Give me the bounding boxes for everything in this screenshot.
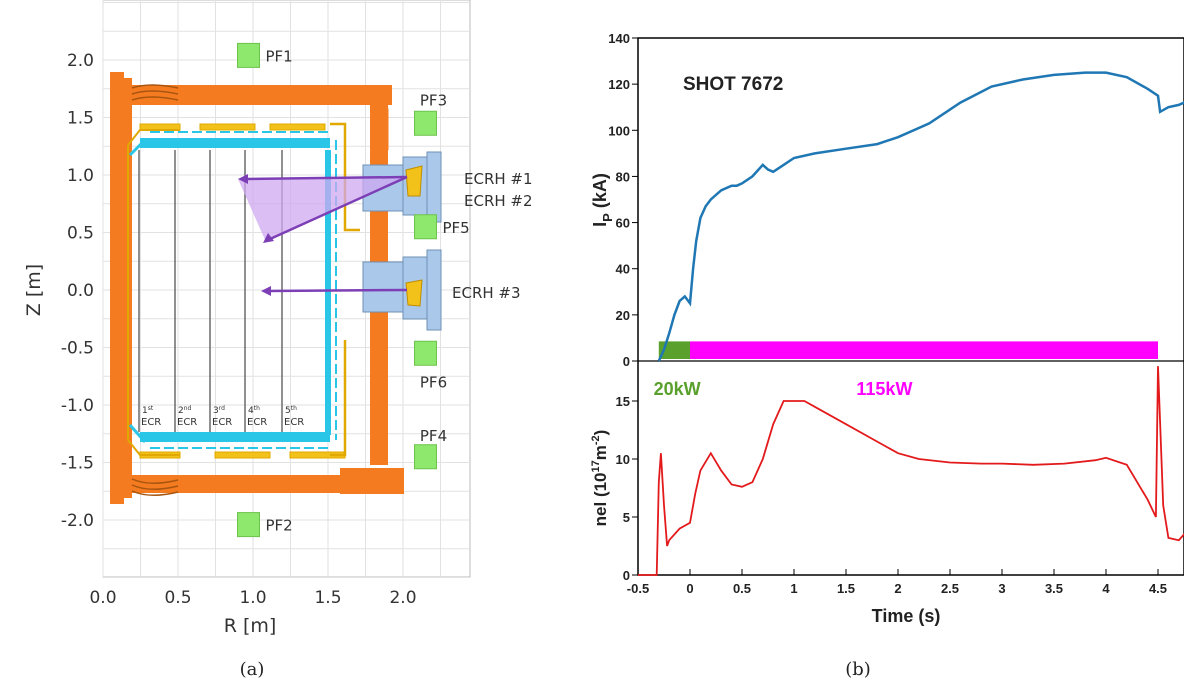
power-label: 20kW	[654, 379, 701, 399]
ip-tick-label: 60	[616, 216, 630, 231]
x-tick-label: 0.0	[89, 588, 116, 608]
nel-tick-label: 15	[616, 394, 630, 409]
pf-coil-pf5: PF5	[415, 215, 470, 239]
ecr-layer-word: ECR	[284, 417, 304, 428]
ecr-layer-word: ECR	[141, 417, 161, 428]
time-tick-label: 2	[894, 581, 901, 596]
pf-coil-pf2: PF2	[238, 513, 293, 537]
time-tick-label: 0	[686, 581, 693, 596]
time-tick-label: 0.5	[733, 581, 751, 596]
ip-y-ticks: 0 20 40 60 80 100 120 140	[608, 31, 638, 369]
pf-coil-label: PF2	[266, 517, 293, 535]
y-tick-label: -1.0	[61, 396, 94, 416]
ip-tick-label: 100	[608, 123, 630, 138]
pf-coil-label: PF3	[420, 91, 447, 109]
time-tick-label: 4	[1102, 581, 1110, 596]
ecr-layer-word: ECR	[212, 417, 232, 428]
x-tick-label: 1.5	[314, 588, 341, 608]
nel-tick-label: 5	[623, 510, 630, 525]
ip-y-axis-label: IP (kA)	[590, 173, 615, 227]
y-tick-label: -0.5	[61, 339, 94, 359]
pf-coil-label: PF1	[266, 47, 293, 65]
time-x-axis-label: Time (s)	[872, 606, 941, 626]
y-tick-label: 1.5	[67, 109, 94, 129]
panel-a-y-tick-labels: 2.0 1.5 1.0 0.5 0.0 -0.5 -1.0 -1.5 -2.0	[61, 51, 94, 531]
ip-tick-label: 80	[616, 169, 630, 184]
ip-tick-label: 20	[616, 308, 630, 323]
time-tick-label: 2.5	[941, 581, 959, 596]
ip-tick-label: 140	[608, 31, 630, 46]
panel-a-x-axis-label: R [m]	[224, 615, 277, 637]
x-tick-label: 2.0	[389, 588, 416, 608]
panel-a-tokamak-cross-section: 2.0 1.5 1.0 0.5 0.0 -0.5 -1.0 -1.5 -2.0 0.0 0.5 1.…	[23, 0, 533, 637]
power-bar-2	[690, 341, 1158, 359]
time-tick-label: 3.5	[1045, 581, 1063, 596]
y-tick-label: 0.0	[67, 281, 94, 301]
nel-tick-label: 10	[616, 452, 630, 467]
x-tick-label: 0.5	[164, 588, 191, 608]
ip-tick-label: 40	[616, 262, 630, 277]
caption-b: (b)	[845, 659, 871, 680]
ecrh-power-bars	[659, 341, 1158, 359]
time-x-ticks: -0.5 0 0.5 1 1.5 2 2.5 3 3.5 4 4.5	[627, 569, 1167, 596]
ecrh2-label: ECRH #2	[464, 192, 533, 210]
time-tick-label: 1.5	[837, 581, 855, 596]
y-tick-label: 2.0	[67, 51, 94, 71]
ip-tick-label: 0	[623, 354, 630, 369]
y-tick-label: 0.5	[67, 224, 94, 244]
time-tick-label: -0.5	[627, 581, 649, 596]
power-label: 115kW	[856, 379, 912, 399]
x-tick-label: 1.0	[239, 588, 266, 608]
ecr-layer-word: ECR	[247, 417, 267, 428]
y-tick-label: 1.0	[67, 166, 94, 186]
time-tick-label: 3	[998, 581, 1005, 596]
time-tick-label: 4.5	[1149, 581, 1167, 596]
y-tick-label: -1.5	[61, 454, 94, 474]
y-tick-label: -2.0	[61, 511, 94, 531]
pf-coil-label: PF6	[420, 373, 447, 391]
shot-label: SHOT 7672	[683, 74, 783, 95]
ecrh1-label: ECRH #1	[464, 170, 533, 188]
ip-tick-label: 120	[608, 77, 630, 92]
panel-a-x-tick-labels: 0.0 0.5 1.0 1.5 2.0	[89, 588, 416, 608]
time-tick-label: 1	[790, 581, 797, 596]
pf-coil-label: PF4	[420, 427, 447, 445]
ip-series-line	[659, 73, 1184, 361]
pf-coil-label: PF5	[443, 219, 470, 237]
pf-coil-pf1: PF1	[238, 43, 293, 67]
ecr-layer-word: ECR	[177, 417, 197, 428]
panel-b-frame	[638, 38, 1184, 575]
caption-a: (a)	[240, 659, 265, 680]
power-labels: 20kW 115kW	[654, 379, 913, 399]
panel-a-y-axis-label: Z [m]	[23, 264, 45, 316]
ecrh3-label: ECRH #3	[452, 284, 521, 302]
nel-y-axis-label: nel (1017m-2)	[590, 430, 610, 527]
